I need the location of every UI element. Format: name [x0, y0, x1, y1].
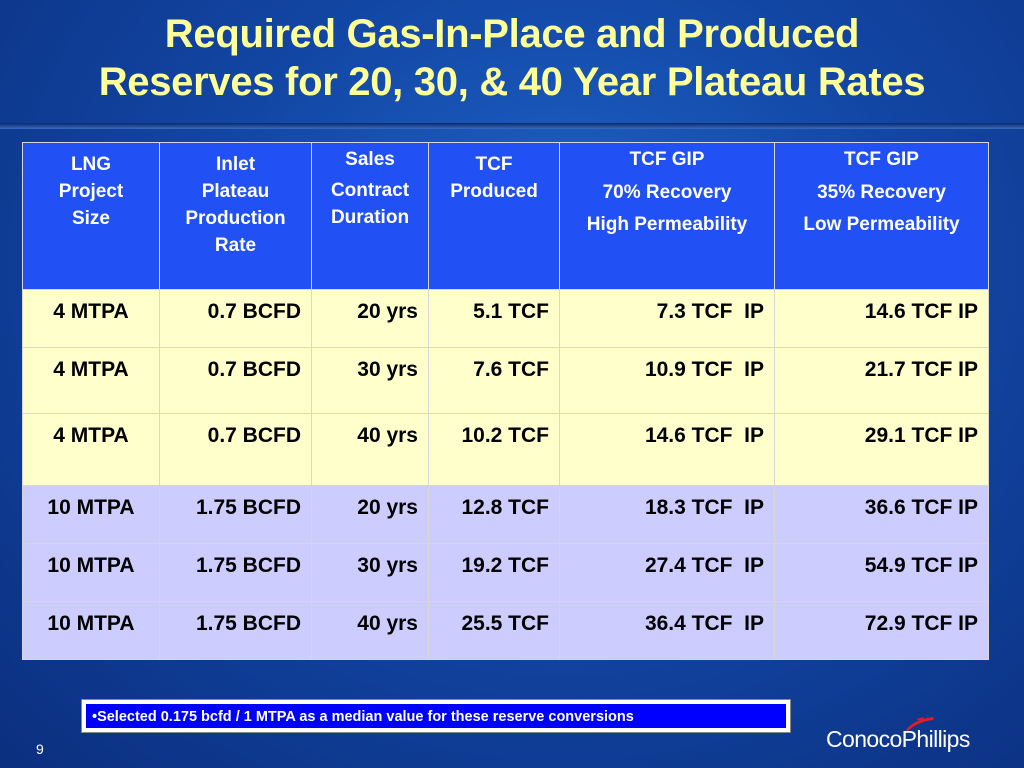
footnote-text: •Selected 0.175 bcfd / 1 MTPA as a media…: [86, 704, 786, 728]
header-lng-project-size: LNG Project Size: [22, 142, 160, 290]
header-text: TCF: [475, 154, 513, 175]
table-cell: 10 MTPA: [22, 601, 160, 660]
table-cell: 36.6 TCF IP: [774, 485, 989, 544]
header-text: 70% Recovery: [602, 182, 732, 203]
header-text: Sales: [345, 149, 395, 170]
table-cell: 7.3 TCF IP: [559, 289, 775, 348]
header-text: High Permeability: [586, 214, 748, 235]
header-text: TCF GIP: [629, 149, 705, 170]
slide-title-line-1: Required Gas-In-Place and Produced: [164, 12, 860, 56]
header-tcf-produced: TCF Produced: [428, 142, 560, 290]
table-header-row: LNG Project Size Inlet Plateau Productio…: [22, 142, 989, 290]
table-cell: 5.1 TCF: [428, 289, 560, 348]
table-cell: 0.7 BCFD: [159, 413, 312, 486]
table-row: 4 MTPA 0.7 BCFD 20 yrs 5.1 TCF 7.3 TCF I…: [22, 289, 989, 348]
header-text: 35% Recovery: [817, 182, 946, 203]
table-row: 10 MTPA 1.75 BCFD 40 yrs 25.5 TCF 36.4 T…: [22, 601, 989, 660]
header-sales-contract-duration: Sales Contract Duration: [311, 142, 429, 290]
logo-wordmark: ConocoPhillips: [826, 726, 970, 752]
table-cell: 40 yrs: [311, 413, 429, 486]
table-cell: 19.2 TCF: [428, 543, 560, 602]
slide-title-line-2: Reserves for 20, 30, & 40 Year Plateau R…: [98, 60, 926, 104]
conocophillips-logo: ConocoPhillips: [826, 716, 1006, 756]
table-cell: 14.6 TCF IP: [559, 413, 775, 486]
table-cell: 29.1 TCF IP: [774, 413, 989, 486]
table-cell: 1.75 BCFD: [159, 543, 312, 602]
table-cell: 20 yrs: [311, 289, 429, 348]
table-cell: 10 MTPA: [22, 485, 160, 544]
header-text: TCF GIP: [844, 149, 919, 170]
table-row: 10 MTPA 1.75 BCFD 20 yrs 12.8 TCF 18.3 T…: [22, 485, 989, 544]
header-text: Project: [58, 181, 124, 202]
header-text: Contract: [330, 180, 410, 201]
reserves-table-container: LNG Project Size Inlet Plateau Productio…: [22, 142, 989, 660]
header-text: Plateau: [201, 181, 270, 202]
title-divider: [0, 123, 1024, 129]
page-number: 9: [36, 741, 44, 757]
table-cell: 30 yrs: [311, 543, 429, 602]
table-cell: 18.3 TCF IP: [559, 485, 775, 544]
header-text: Low Permeability: [803, 214, 960, 235]
reserves-table: LNG Project Size Inlet Plateau Productio…: [22, 142, 989, 660]
header-inlet-plateau-rate: Inlet Plateau Production Rate: [159, 142, 312, 290]
table-cell: 1.75 BCFD: [159, 485, 312, 544]
header-text: Rate: [214, 235, 257, 256]
header-text: Production: [185, 208, 286, 229]
table-cell: 12.8 TCF: [428, 485, 560, 544]
footnote-box: •Selected 0.175 bcfd / 1 MTPA as a media…: [81, 699, 791, 733]
table-cell: 20 yrs: [311, 485, 429, 544]
table-cell: 4 MTPA: [22, 413, 160, 486]
header-text: Inlet: [215, 154, 256, 175]
table-cell: 40 yrs: [311, 601, 429, 660]
table-cell: 54.9 TCF IP: [774, 543, 989, 602]
header-text: Produced: [450, 181, 538, 202]
table-row: 10 MTPA 1.75 BCFD 30 yrs 19.2 TCF 27.4 T…: [22, 543, 989, 602]
table-cell: 14.6 TCF IP: [774, 289, 989, 348]
table-cell: 1.75 BCFD: [159, 601, 312, 660]
table-row: 4 MTPA 0.7 BCFD 30 yrs 7.6 TCF 10.9 TCF …: [22, 347, 989, 414]
table-cell: 4 MTPA: [22, 289, 160, 348]
header-text: Size: [71, 208, 111, 229]
table-cell: 10 MTPA: [22, 543, 160, 602]
table-cell: 10.2 TCF: [428, 413, 560, 486]
table-cell: 21.7 TCF IP: [774, 347, 989, 414]
header-text: LNG: [70, 154, 112, 175]
table-cell: 0.7 BCFD: [159, 347, 312, 414]
table-row: 4 MTPA 0.7 BCFD 40 yrs 10.2 TCF 14.6 TCF…: [22, 413, 989, 486]
table-cell: 72.9 TCF IP: [774, 601, 989, 660]
table-cell: 30 yrs: [311, 347, 429, 414]
table-cell: 0.7 BCFD: [159, 289, 312, 348]
table-cell: 25.5 TCF: [428, 601, 560, 660]
table-cell: 10.9 TCF IP: [559, 347, 775, 414]
table-cell: 36.4 TCF IP: [559, 601, 775, 660]
header-tcf-gip-low-permeability: TCF GIP 35% Recovery Low Permeability: [774, 142, 989, 290]
conocophillips-logo-icon: [906, 717, 934, 731]
table-cell: 4 MTPA: [22, 347, 160, 414]
header-text: Duration: [330, 207, 410, 228]
table-cell: 7.6 TCF: [428, 347, 560, 414]
table-cell: 27.4 TCF IP: [559, 543, 775, 602]
header-tcf-gip-high-permeability: TCF GIP 70% Recovery High Permeability: [559, 142, 775, 290]
slide-title: Required Gas-In-Place and Produced Reser…: [0, 10, 1024, 106]
